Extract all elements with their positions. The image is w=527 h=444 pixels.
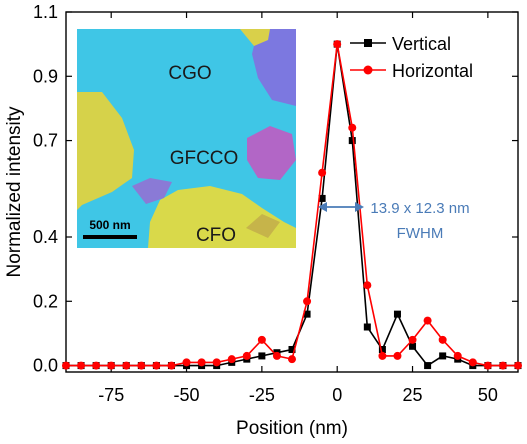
data-point-horizontal bbox=[197, 358, 206, 367]
data-point-horizontal bbox=[227, 355, 236, 364]
data-point-horizontal bbox=[272, 351, 281, 360]
fwhm-arrowhead-left bbox=[318, 202, 327, 212]
data-point-vertical bbox=[439, 352, 447, 360]
data-point-vertical bbox=[378, 346, 386, 353]
data-point-horizontal bbox=[393, 351, 402, 360]
y-tick-label: 0.4 bbox=[33, 227, 58, 247]
y-tick-label: 0.7 bbox=[33, 131, 58, 151]
inset-grain-purple-top-right bbox=[252, 29, 296, 106]
data-point-horizontal bbox=[303, 297, 312, 306]
data-point-vertical bbox=[348, 137, 356, 145]
y-tick-label: 0.2 bbox=[33, 291, 58, 311]
data-point-horizontal bbox=[498, 361, 507, 370]
data-point-horizontal bbox=[423, 316, 432, 325]
fwhm-annotation-line1: 13.9 x 12.3 nm bbox=[370, 200, 469, 217]
data-point-horizontal bbox=[182, 358, 191, 367]
inset-grain-magenta-right bbox=[247, 126, 296, 180]
y-tick-label: 0.0 bbox=[33, 356, 58, 376]
data-point-horizontal bbox=[288, 355, 296, 364]
x-tick-label: 0 bbox=[332, 385, 342, 405]
inset-image bbox=[77, 29, 296, 248]
data-point-vertical bbox=[288, 346, 296, 353]
x-tick-label: -50 bbox=[174, 385, 200, 405]
data-point-horizontal bbox=[257, 335, 266, 344]
scale-bar-label: 500 nm bbox=[89, 218, 130, 232]
data-point-horizontal bbox=[438, 335, 447, 344]
series-layer bbox=[62, 40, 522, 370]
x-tick-label: -75 bbox=[98, 385, 124, 405]
inset-label-cgo: CGO bbox=[168, 63, 211, 84]
legend-label-vertical: Vertical bbox=[392, 34, 451, 54]
inset-grain-yellow-top-right bbox=[240, 29, 270, 46]
data-point-horizontal bbox=[483, 361, 492, 370]
fwhm-arrow bbox=[318, 202, 364, 212]
data-point-horizontal bbox=[62, 361, 70, 370]
data-point-vertical bbox=[318, 194, 326, 202]
inset-grain-yellow-edge bbox=[246, 214, 280, 238]
data-point-vertical bbox=[363, 323, 371, 331]
inset-label-gfcco: GFCCO bbox=[170, 148, 239, 169]
data-point-horizontal bbox=[107, 361, 116, 370]
data-point-horizontal bbox=[333, 40, 342, 49]
data-point-vertical bbox=[258, 352, 266, 360]
x-tick-label: 50 bbox=[478, 385, 498, 405]
data-point-vertical bbox=[393, 310, 401, 318]
data-point-horizontal bbox=[92, 361, 101, 370]
data-point-horizontal bbox=[453, 351, 462, 360]
data-point-horizontal bbox=[122, 361, 131, 370]
data-point-vertical bbox=[409, 342, 417, 350]
legend-marker-horizontal bbox=[363, 65, 373, 75]
x-tick-label: -25 bbox=[249, 385, 275, 405]
data-point-horizontal bbox=[152, 361, 161, 370]
data-point-horizontal bbox=[137, 361, 146, 370]
inset-grain-yellow-left bbox=[77, 92, 134, 210]
data-point-horizontal bbox=[468, 358, 477, 367]
fwhm-arrowhead-right bbox=[355, 202, 364, 212]
data-point-horizontal bbox=[408, 335, 417, 344]
inset-grain-purple-center bbox=[132, 178, 172, 204]
fwhm-annotation-line2: FWHM bbox=[397, 225, 444, 242]
data-point-horizontal bbox=[77, 361, 86, 370]
data-point-horizontal bbox=[212, 358, 221, 367]
data-point-vertical bbox=[303, 310, 311, 318]
data-point-horizontal bbox=[167, 361, 176, 370]
x-tick-label: 25 bbox=[403, 385, 423, 405]
data-point-horizontal bbox=[514, 361, 522, 370]
inset-label-cfo: CFO bbox=[196, 225, 236, 246]
data-point-vertical bbox=[424, 362, 432, 370]
x-axis-label: Position (nm) bbox=[236, 418, 348, 439]
data-point-horizontal bbox=[378, 351, 387, 360]
y-tick-label: 1.1 bbox=[33, 2, 58, 22]
data-point-horizontal bbox=[363, 281, 372, 290]
legend-label-horizontal: Horizontal bbox=[392, 61, 473, 81]
data-point-horizontal bbox=[348, 123, 357, 132]
data-point-horizontal bbox=[318, 168, 327, 177]
legend-marker-vertical bbox=[364, 39, 372, 47]
y-tick-label: 0.9 bbox=[33, 66, 58, 86]
data-point-horizontal bbox=[242, 351, 251, 360]
y-axis-label: Normalized intensity bbox=[4, 106, 25, 278]
legend: Vertical Horizontal bbox=[350, 34, 473, 81]
